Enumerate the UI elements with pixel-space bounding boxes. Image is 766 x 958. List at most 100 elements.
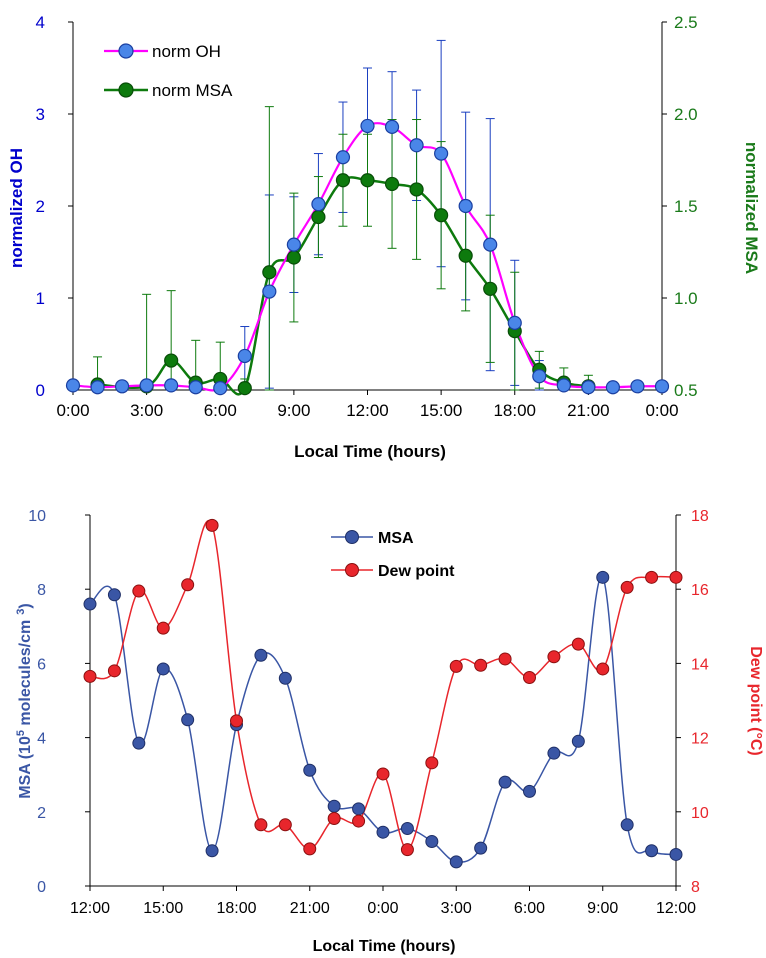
chart2-y2-tick-label: 18 — [691, 508, 709, 525]
dew-point-point — [376, 767, 390, 781]
chart1-y2-tick-label: 1.5 — [674, 197, 698, 216]
msa-point — [474, 841, 488, 855]
legend-msa-marker-2 — [345, 530, 359, 544]
msa-point — [425, 834, 439, 848]
dew-point-point — [425, 756, 439, 770]
chart2-x-tick-label: 18:00 — [216, 900, 256, 917]
chart2-y-tick-label: 6 — [37, 656, 46, 673]
chart1-x-tick-label: 21:00 — [567, 401, 610, 420]
norm-msa-point — [434, 208, 449, 223]
norm-oh-point — [286, 237, 301, 252]
chart2-y2-tick-label: 16 — [691, 582, 709, 599]
chart1-x-tick-label: 6:00 — [204, 401, 237, 420]
chart2-y-tick-label: 4 — [37, 731, 46, 748]
norm-oh-point — [532, 369, 547, 384]
dew-point-points — [83, 518, 683, 857]
chart2-x-tick-label: 15:00 — [143, 900, 183, 917]
chart1-legend: norm OH norm MSA — [104, 42, 233, 100]
chart1-y-tick-label: 4 — [36, 13, 45, 32]
chart2-x-tick-label: 12:00 — [70, 900, 110, 917]
dew-point-point — [156, 621, 170, 635]
chart1-x-tick-labels: 0:00 3:00 6:00 9:00 12:00 15:00 18:00 21:00 0:00 — [56, 401, 678, 420]
norm-oh-point — [360, 118, 375, 134]
chart1-y2-tick-label: 0.5 — [674, 381, 698, 400]
dew-point-point — [83, 669, 97, 683]
norm-msa-point — [384, 176, 400, 192]
norm-oh-point — [630, 379, 645, 394]
chart1-y-axis-label: normalized OH — [7, 148, 26, 268]
dew-point-point — [278, 818, 292, 832]
msa-point — [83, 597, 97, 611]
dew-point-point — [669, 570, 683, 584]
chart2-y2-tick-label: 12 — [691, 731, 709, 748]
chart2-x-tick-label: 0:00 — [367, 900, 398, 917]
chart1-y-tick-label: 2 — [36, 197, 45, 216]
chart1-y2-axis-label: normalized MSA — [742, 142, 761, 274]
chart1-y2-tick-label: 2.5 — [674, 13, 698, 32]
msa-point — [254, 648, 268, 662]
dew-point-point — [620, 580, 634, 594]
norm-oh-point — [237, 348, 252, 364]
chart1-y-tick-label: 0 — [36, 381, 45, 400]
msa-point — [547, 746, 561, 760]
chart1-x-tick-label: 0:00 — [56, 401, 89, 420]
dew-point-point — [571, 637, 585, 651]
norm-oh-point — [114, 379, 130, 394]
chart2-y-tick-label: 0 — [37, 879, 46, 896]
norm-oh-point — [188, 380, 203, 395]
norm-oh-point — [605, 380, 621, 395]
chart2-x-tick-label: 3:00 — [441, 900, 472, 917]
chart2-y2-tick-labels: 8 10 12 14 16 18 — [691, 508, 709, 896]
msa-point — [596, 570, 610, 584]
norm-msa-point — [483, 281, 498, 296]
chart2-y2-axis-label: Dew point (°C) — [747, 646, 764, 756]
chart2-y2-tick-label: 8 — [691, 879, 700, 896]
dew-point-point — [474, 658, 488, 672]
msa-point — [132, 736, 146, 750]
chart2-x-tick-labels: 12:00 15:00 18:00 21:00 0:00 3:00 6:00 9:00 12:0… — [70, 900, 696, 917]
msa-point — [498, 775, 512, 789]
msa-point — [669, 847, 683, 861]
dew-point-point — [230, 714, 243, 728]
msa-point — [205, 844, 219, 858]
msa-point — [523, 784, 536, 798]
msa-point — [278, 671, 292, 685]
legend-oh-marker — [118, 43, 134, 59]
chart2-x-tick-label: 12:00 — [656, 900, 696, 917]
chart1-y-tick-label: 3 — [36, 105, 45, 124]
msa-point — [571, 734, 585, 748]
dew-point-point — [449, 659, 463, 673]
msa-point — [181, 713, 195, 727]
chart1-x-tick-label: 0:00 — [645, 401, 678, 420]
chart2-x-tick-label: 6:00 — [514, 900, 545, 917]
dew-point-point — [132, 584, 146, 598]
msa-line — [89, 575, 677, 863]
chart2-y2-tick-label: 10 — [691, 805, 709, 822]
norm-oh-point — [384, 119, 400, 134]
dew-point-point — [107, 664, 121, 678]
dew-point-point — [181, 578, 195, 592]
norm-oh-point — [65, 378, 81, 393]
dew-point-point — [498, 652, 512, 666]
norm-oh-point — [139, 378, 154, 393]
norm-msa-point — [286, 250, 301, 265]
norm-oh-point — [409, 138, 424, 153]
msa-point — [107, 588, 121, 602]
norm-oh-point — [164, 378, 179, 393]
dew-point-point — [327, 811, 341, 825]
norm-oh-point — [556, 378, 571, 393]
norm-msa-point — [262, 265, 277, 280]
norm-oh-point — [311, 197, 326, 212]
dew-point-point — [352, 814, 366, 828]
norm-oh-point — [458, 198, 473, 214]
dew-point-point — [303, 842, 317, 856]
msa-point — [303, 763, 317, 777]
norm-msa-point — [335, 173, 351, 188]
chart2-y-tick-labels: 0 2 4 6 8 10 — [28, 508, 46, 896]
chart1-y2-tick-label: 2.0 — [674, 105, 698, 124]
msa-point — [327, 799, 341, 813]
chart1-y-tick-label: 1 — [36, 289, 45, 308]
norm-oh-point — [262, 284, 277, 299]
dew-point-point — [205, 518, 219, 532]
